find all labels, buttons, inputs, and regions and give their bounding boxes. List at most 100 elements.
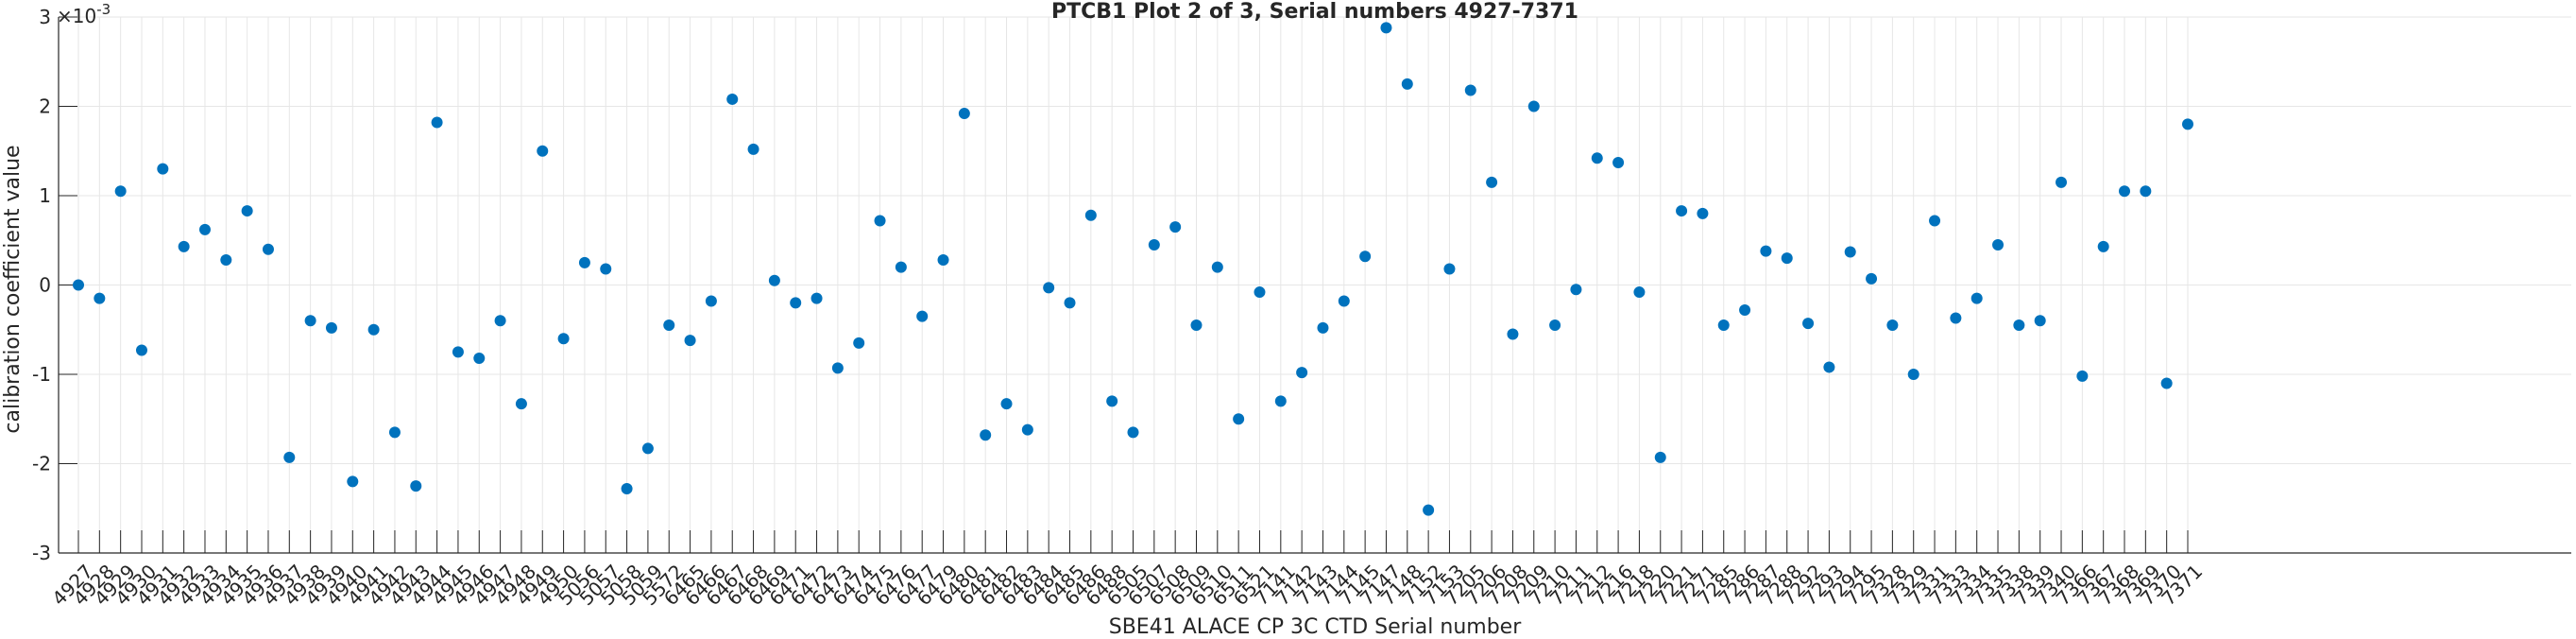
data-point <box>2076 370 2089 382</box>
data-point <box>1190 320 1203 332</box>
data-point <box>1527 100 1540 112</box>
y-tick-label: -2 <box>32 453 51 475</box>
data-point <box>515 398 527 410</box>
y-exponent-base: ×10 <box>57 5 96 27</box>
data-point <box>810 292 823 304</box>
data-point <box>1423 504 1435 516</box>
data-point <box>1844 246 1856 258</box>
data-point <box>494 315 506 327</box>
data-point <box>831 362 844 374</box>
data-points <box>73 22 2193 516</box>
y-exponent: ×10-3 <box>57 1 111 27</box>
data-point <box>1717 320 1730 332</box>
y-exponent-power: -3 <box>96 1 111 18</box>
data-point <box>684 335 696 347</box>
data-point <box>473 352 486 364</box>
data-point <box>790 297 802 309</box>
data-point <box>198 223 211 235</box>
data-point <box>2056 176 2068 188</box>
data-point <box>135 344 147 356</box>
data-point <box>1507 328 1519 340</box>
data-point <box>1823 361 1835 373</box>
data-point <box>1992 238 2005 250</box>
data-point <box>1274 395 1287 407</box>
data-point <box>1760 245 1772 257</box>
y-axis-label: calibration coefficient value <box>1 145 25 433</box>
data-point <box>1169 221 1182 233</box>
data-point <box>1064 297 1076 309</box>
data-point <box>916 310 929 322</box>
data-point <box>1676 205 1688 217</box>
data-point <box>73 279 84 291</box>
data-point <box>1570 284 1582 296</box>
data-point <box>1443 263 1456 275</box>
data-point <box>663 320 675 332</box>
data-point <box>768 274 780 286</box>
data-point <box>1000 398 1013 410</box>
data-point <box>1464 84 1476 96</box>
data-point <box>895 261 907 273</box>
y-tick-label: 0 <box>39 274 51 297</box>
data-point <box>410 480 422 492</box>
data-point <box>2160 377 2173 389</box>
data-point <box>747 143 759 155</box>
data-point <box>1950 312 1962 324</box>
data-point <box>1549 320 1561 332</box>
data-point <box>114 185 127 198</box>
chart-title: PTCB1 Plot 2 of 3, Serial numbers 4927-7… <box>1051 0 1578 24</box>
data-point <box>1486 176 1498 188</box>
data-point <box>262 243 274 255</box>
data-point <box>431 116 443 129</box>
data-point <box>178 240 190 252</box>
data-point <box>2097 240 2109 252</box>
data-point <box>325 321 337 334</box>
data-point <box>2182 118 2193 130</box>
data-point <box>621 482 633 494</box>
data-point <box>1591 152 1603 164</box>
data-point <box>1338 295 1350 307</box>
data-point <box>1106 395 1118 407</box>
data-point <box>94 292 106 304</box>
data-point <box>388 426 401 439</box>
data-point <box>1043 282 1055 294</box>
ticks <box>59 16 2189 554</box>
data-point <box>452 346 464 358</box>
data-point <box>1233 413 1245 425</box>
data-point <box>726 93 739 105</box>
data-point <box>1907 369 1919 380</box>
data-point <box>1296 367 1308 379</box>
data-point <box>1612 157 1625 169</box>
data-point <box>1211 261 1223 273</box>
data-point <box>1127 426 1139 439</box>
data-point <box>578 256 590 268</box>
data-point <box>1802 318 1815 330</box>
data-point <box>1254 286 1266 299</box>
data-point <box>1633 286 1646 299</box>
data-point <box>1654 451 1666 463</box>
data-point <box>1739 303 1751 316</box>
data-point <box>1148 238 1160 250</box>
data-point <box>937 254 949 267</box>
data-point <box>1781 252 1793 265</box>
data-point <box>241 205 253 217</box>
data-point <box>980 429 992 441</box>
data-point <box>1084 209 1097 221</box>
data-point <box>1929 215 1941 227</box>
data-point <box>367 323 380 336</box>
data-point <box>2034 315 2046 327</box>
x-axis-label: SBE41 ALACE CP 3C CTD Serial number <box>1109 615 1522 639</box>
data-point <box>705 295 717 307</box>
data-point <box>1380 22 1392 34</box>
data-point <box>537 145 549 157</box>
data-point <box>557 333 570 345</box>
data-point <box>1970 292 1983 304</box>
data-point <box>1401 78 1413 90</box>
data-point <box>1697 207 1709 219</box>
data-point <box>283 451 296 463</box>
data-point <box>304 315 316 327</box>
data-point <box>853 337 865 349</box>
y-tick-label: -1 <box>32 363 51 386</box>
data-point <box>2013 320 2025 332</box>
data-point <box>1021 423 1033 436</box>
